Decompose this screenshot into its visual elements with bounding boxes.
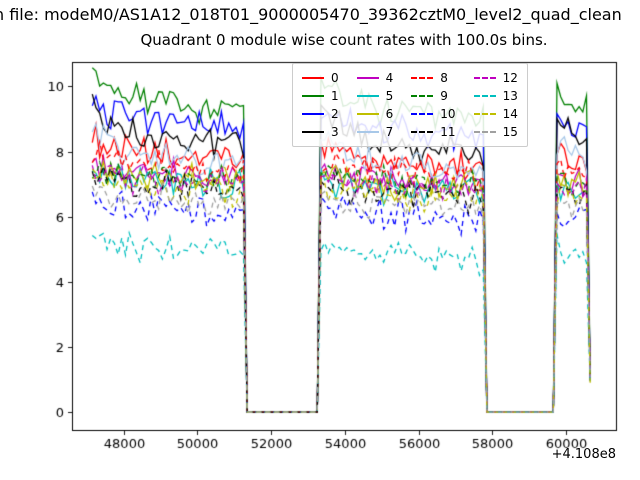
legend-line-sample xyxy=(473,113,496,115)
legend-entry-8: 8 xyxy=(411,69,455,87)
legend-line-sample xyxy=(356,131,379,133)
legend-entry-5: 5 xyxy=(356,87,394,105)
legend-line-sample xyxy=(411,95,434,97)
legend-entry-10: 10 xyxy=(411,105,456,123)
legend-entry-3: 3 xyxy=(302,123,339,141)
legend-label: 15 xyxy=(502,125,518,139)
legend-entry-9: 9 xyxy=(411,87,455,105)
legend-label: 0 xyxy=(331,71,339,85)
legend-entry-7: 7 xyxy=(356,123,394,141)
legend-line-sample xyxy=(473,77,496,79)
legend-entry-2: 2 xyxy=(302,105,339,123)
legend-label: 8 xyxy=(440,71,448,85)
legend-label: 13 xyxy=(502,89,518,103)
legend-label: 11 xyxy=(440,125,456,139)
legend-line-sample xyxy=(411,131,434,133)
legend-label: 12 xyxy=(502,71,518,85)
x-axis-offset-label: +4.108e8 xyxy=(551,447,616,462)
legend-label: 1 xyxy=(331,89,339,103)
legend-label: 3 xyxy=(331,125,339,139)
legend-entry-13: 13 xyxy=(473,87,518,105)
legend-label: 7 xyxy=(385,125,394,139)
legend-entry-4: 4 xyxy=(356,69,394,87)
legend-label: 6 xyxy=(385,107,394,121)
legend-line-sample xyxy=(302,77,324,79)
legend-line-sample xyxy=(302,95,324,97)
legend-line-sample xyxy=(411,77,434,79)
legend-line-sample xyxy=(473,95,496,97)
legend-line-sample xyxy=(356,95,379,97)
legend-label: 9 xyxy=(440,89,448,103)
legend-entry-12: 12 xyxy=(473,69,518,87)
legend-line-sample xyxy=(356,113,379,115)
legend-entry-15: 15 xyxy=(473,123,518,141)
legend-entry-6: 6 xyxy=(356,105,394,123)
legend-entry-11: 11 xyxy=(411,123,456,141)
legend-label: 4 xyxy=(385,71,394,85)
legend-label: 2 xyxy=(331,107,339,121)
legend-line-sample xyxy=(473,131,496,133)
legend-line-sample xyxy=(302,131,324,133)
legend-line-sample xyxy=(302,113,324,115)
legend-entry-14: 14 xyxy=(473,105,518,123)
legend: 0 1 2 3 4 5 6 7 8 9 10 11 12 13 14 15 xyxy=(292,63,528,147)
legend-entry-1: 1 xyxy=(302,87,339,105)
legend-label: 14 xyxy=(502,107,518,121)
legend-label: 5 xyxy=(385,89,394,103)
legend-line-sample xyxy=(411,113,434,115)
legend-line-sample xyxy=(356,77,379,79)
legend-entry-0: 0 xyxy=(302,69,339,87)
legend-label: 10 xyxy=(440,107,456,121)
